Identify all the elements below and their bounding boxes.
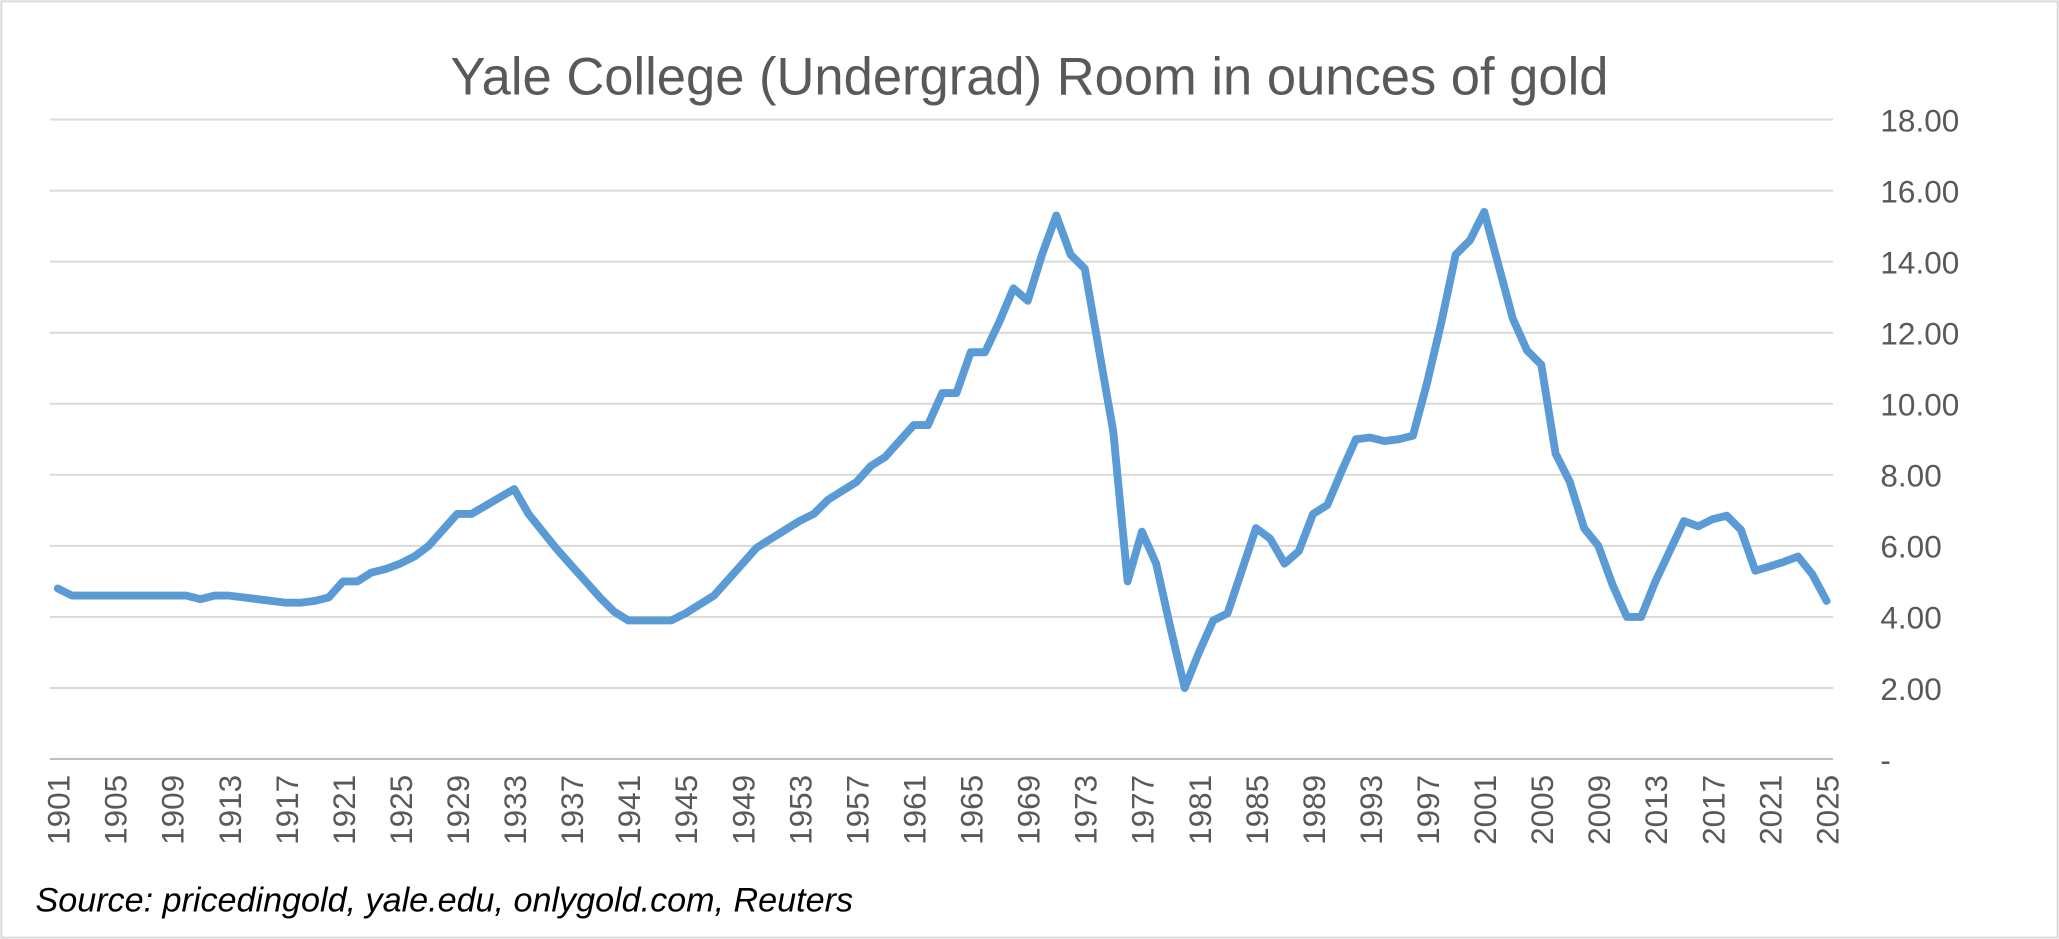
x-tick-label: 1973 (1068, 775, 1104, 845)
x-tick-label: 1941 (611, 775, 647, 845)
x-tick-label: 1989 (1296, 775, 1332, 845)
y-tick-label: 16.00 (1880, 173, 1959, 209)
y-tick-label: 2.00 (1880, 671, 1941, 707)
x-tick-label: 1909 (155, 775, 191, 845)
y-tick-label: 10.00 (1880, 387, 1959, 423)
x-tick-label: 2017 (1695, 775, 1731, 845)
x-tick-label: 1949 (725, 775, 761, 845)
y-tick-label: 14.00 (1880, 244, 1959, 280)
chart-title: Yale College (Undergrad) Room in ounces … (451, 48, 1609, 107)
x-tick-label: 1925 (383, 775, 419, 845)
y-tick-label: 18.00 (1880, 102, 1959, 138)
x-tick-label: 1905 (98, 775, 134, 845)
x-tick-label: 2009 (1581, 775, 1617, 845)
x-tick-label: 2005 (1524, 775, 1560, 845)
x-tick-label: 1961 (896, 775, 932, 845)
x-tick-label: 1929 (440, 775, 476, 845)
y-tick-label: 6.00 (1880, 529, 1941, 565)
x-tick-label: 1969 (1011, 775, 1047, 845)
data-line (53, 207, 1831, 692)
x-tick-label: 1953 (782, 775, 818, 845)
x-tick-label: 1993 (1353, 775, 1389, 845)
x-tick-label: 1957 (839, 775, 875, 845)
x-tick-label: 1981 (1182, 775, 1218, 845)
x-tick-label: 1965 (954, 775, 990, 845)
x-tick-label: 1917 (269, 775, 305, 845)
x-tick-label: 1977 (1125, 775, 1161, 845)
x-tick-label: 1997 (1410, 775, 1446, 845)
x-tick-label: 2025 (1809, 775, 1845, 845)
x-tick-label: 2001 (1467, 775, 1503, 845)
x-tick-label: 1985 (1239, 775, 1275, 845)
x-tick-label: 1933 (497, 775, 533, 845)
x-tick-label: 1913 (212, 775, 248, 845)
x-tick-label: 1937 (554, 775, 590, 845)
x-tick-label: 2013 (1638, 775, 1674, 845)
x-tick-label: 1901 (41, 775, 77, 845)
y-tick-label: - (1880, 742, 1891, 778)
x-tick-label: 2021 (1752, 775, 1788, 845)
source-note: Source: pricedingold, yale.edu, onlygold… (35, 881, 853, 919)
y-tick-label: 12.00 (1880, 316, 1959, 352)
y-tick-label: 8.00 (1880, 458, 1941, 494)
x-tick-label: 1945 (668, 775, 704, 845)
y-tick-label: 4.00 (1880, 600, 1941, 636)
x-tick-label: 1921 (326, 775, 362, 845)
